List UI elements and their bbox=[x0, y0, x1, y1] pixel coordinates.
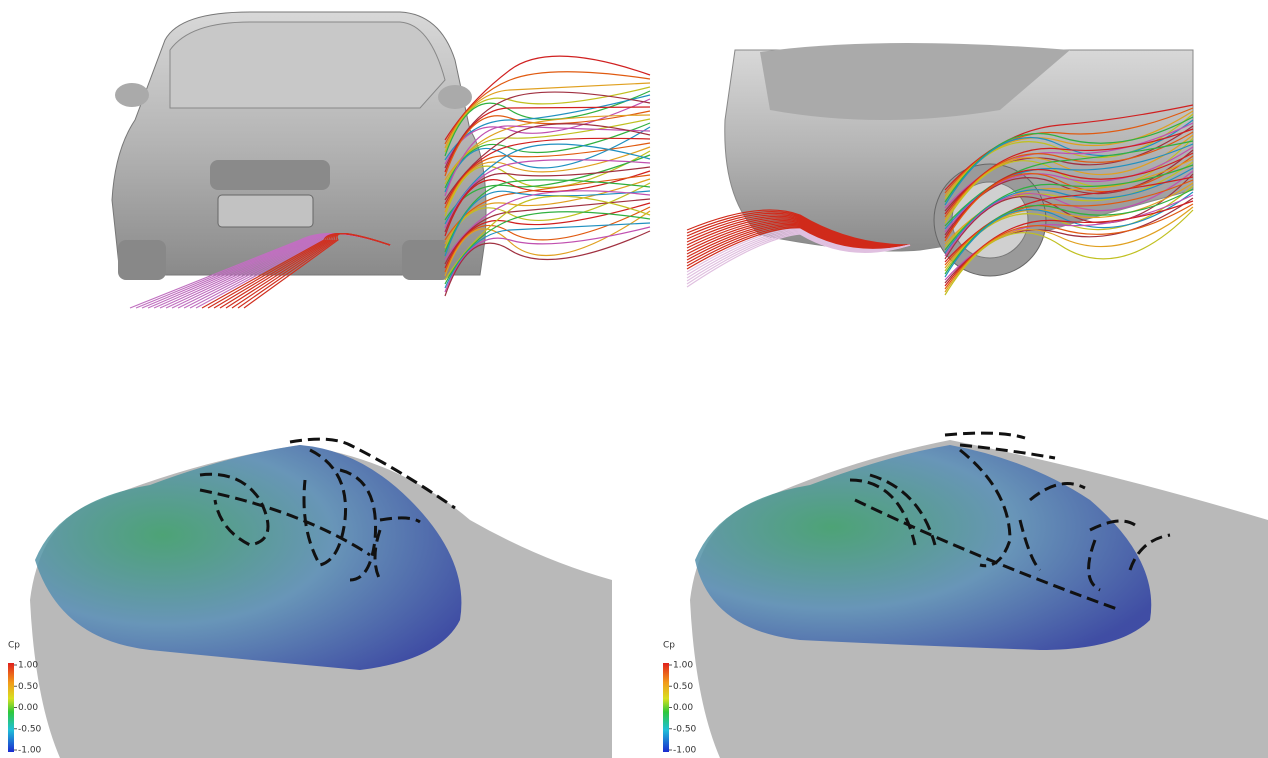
colorbar-tick-label: -0.50 bbox=[673, 724, 697, 734]
colorbar-tick-label: -1.00 bbox=[18, 746, 42, 756]
colorbar-scale bbox=[8, 663, 14, 752]
grille bbox=[210, 160, 330, 190]
windshield bbox=[170, 22, 445, 108]
front-view-panel bbox=[112, 12, 650, 308]
colorbar-tick-label: 1.00 bbox=[673, 661, 693, 671]
colorbar-tick-label: 1.00 bbox=[18, 661, 38, 671]
colorbar-tick-label: 0.50 bbox=[673, 682, 693, 692]
colorbar-title: Cp bbox=[663, 641, 675, 651]
colorbar-tick-label: -1.00 bbox=[673, 746, 697, 756]
cp-iso-panel-left bbox=[30, 439, 612, 758]
colorbar: Cp 1.00 0.50 0.00 -0.50 -1.00 bbox=[663, 641, 697, 756]
colorbar-tick-label: -0.50 bbox=[18, 724, 42, 734]
colorbar-tick-label: 0.00 bbox=[18, 703, 38, 713]
plate bbox=[218, 195, 313, 227]
colorbar-tick-label: 0.00 bbox=[673, 703, 693, 713]
figure: Cp 1.00 0.50 0.00 -0.50 -1.00 Cp 1.00 0.50 0.00 -0… bbox=[0, 0, 1268, 758]
mirror bbox=[115, 83, 149, 107]
cp-iso-panel-right bbox=[690, 433, 1268, 758]
colorbar-scale bbox=[663, 663, 669, 752]
wheel bbox=[402, 240, 450, 280]
mirror bbox=[438, 85, 472, 109]
wheel-view-panel bbox=[687, 43, 1193, 295]
colorbar-title: Cp bbox=[8, 641, 20, 651]
colorbar-tick-label: 0.50 bbox=[18, 682, 38, 692]
wheel bbox=[118, 240, 166, 280]
